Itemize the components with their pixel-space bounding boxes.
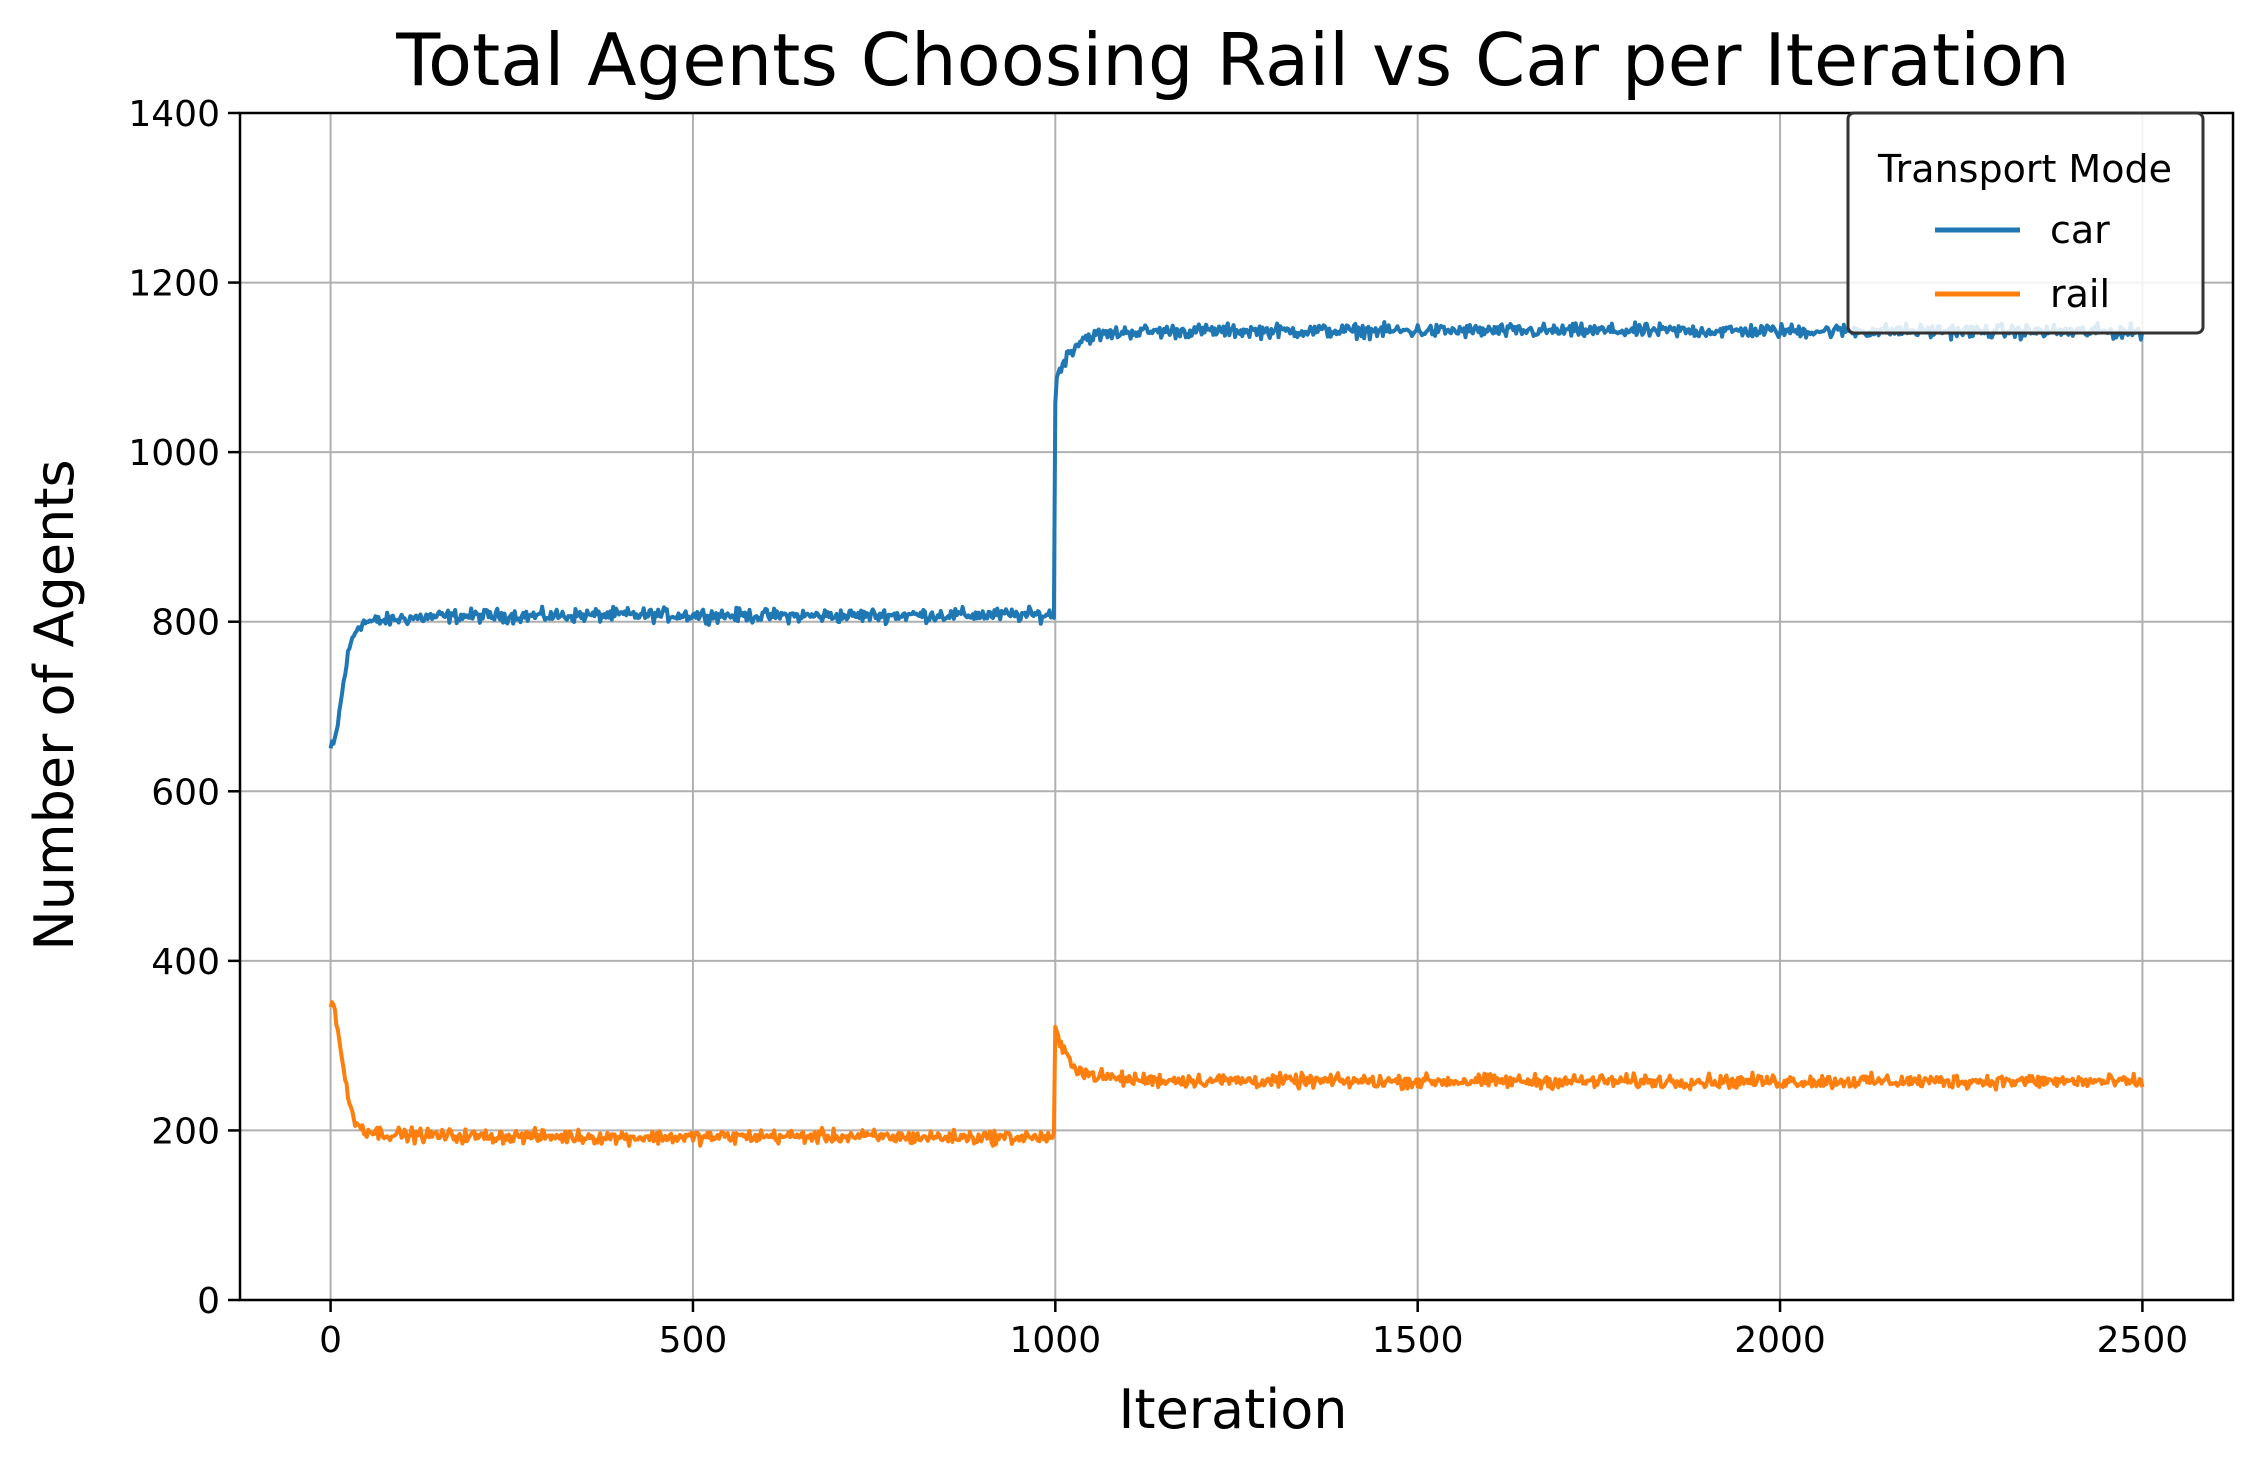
y-axis-label: Number of Agents [23, 459, 86, 950]
legend: Transport Mode car rail [1846, 111, 2205, 335]
legend-title: Transport Mode [1877, 147, 2172, 191]
chart-title: Total Agents Choosing Rail vs Car per It… [395, 18, 2070, 102]
y-tick-label: 1400 [128, 94, 220, 135]
x-axis-label: Iteration [1118, 1378, 1347, 1441]
series-layer [328, 320, 2145, 1148]
x-tick-label: 1000 [1010, 1320, 1102, 1361]
y-tick-label: 0 [197, 1281, 220, 1322]
x-tick-label: 0 [319, 1320, 342, 1361]
y-tick-label: 600 [151, 772, 220, 813]
x-tick-label: 1500 [1372, 1320, 1464, 1361]
tick-layer: 0 500 1000 1500 2000 2500 0 200 400 600 800 1000 120… [128, 94, 2188, 1361]
legend-label-car: car [2050, 208, 2110, 252]
y-tick-label: 200 [151, 1111, 220, 1152]
series-line-car [328, 320, 2145, 749]
x-tick-label: 2000 [1734, 1320, 1826, 1361]
legend-label-rail: rail [2050, 272, 2110, 316]
legend-box [1846, 111, 2205, 335]
x-tick-label: 500 [659, 1320, 728, 1361]
y-tick-label: 800 [151, 603, 220, 644]
axes-frame [238, 111, 2235, 1302]
y-tick-label: 1200 [128, 264, 220, 305]
y-tick-label: 400 [151, 942, 220, 983]
x-tick-label: 2500 [2097, 1320, 2189, 1361]
series-line-rail [328, 1000, 2145, 1148]
y-tick-label: 1000 [128, 433, 220, 474]
